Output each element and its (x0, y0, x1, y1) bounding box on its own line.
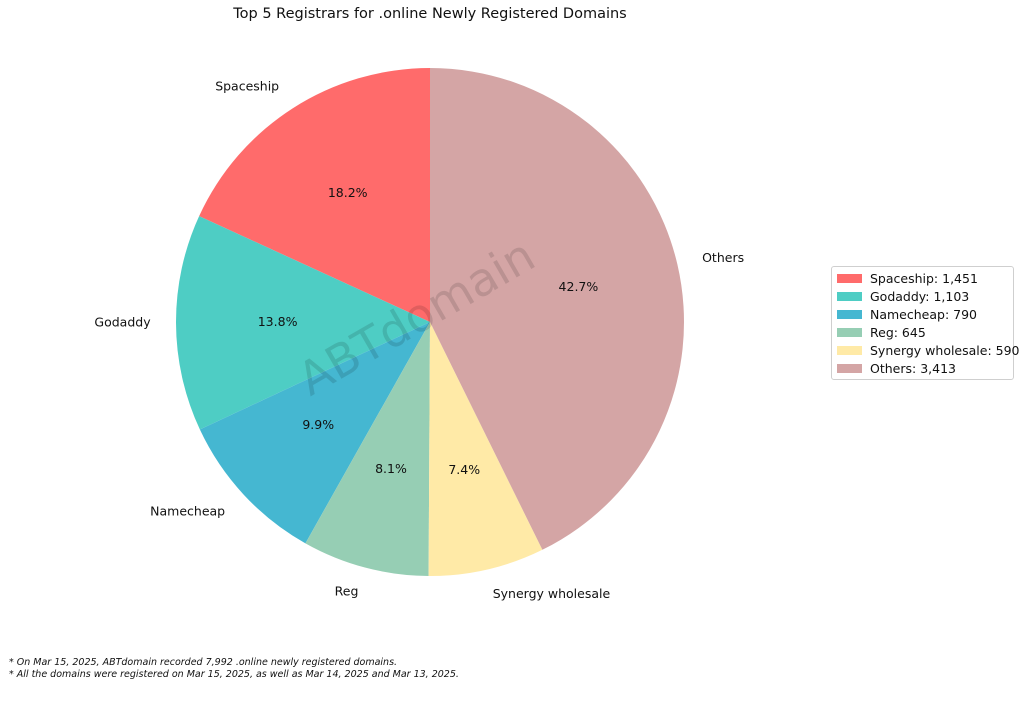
legend-swatch-namecheap (837, 309, 862, 319)
pie-slice-namecheap (199, 322, 430, 544)
legend-label-reg: Reg: 645 (870, 324, 926, 340)
footnote-2: * All the domains were registered on Mar… (9, 669, 459, 680)
legend-swatch-others (837, 363, 862, 373)
legend-item-reg: Reg: 645 (832, 323, 1013, 341)
legend-item-others: Others: 3,413 (832, 359, 1013, 377)
category-label-namecheap: Namecheap (150, 503, 225, 518)
percent-label-namecheap: 9.9% (302, 417, 334, 432)
pie-slice-spaceship (199, 68, 430, 322)
pie-slice-synergy-wholesale (428, 322, 543, 576)
legend-swatch-synergy-wholesale (837, 345, 862, 355)
legend-swatch-spaceship (837, 273, 862, 283)
percent-label-godaddy: 13.8% (258, 314, 298, 329)
category-label-others: Others (702, 250, 744, 265)
pie-slice-reg (305, 322, 430, 576)
category-label-godaddy: Godaddy (94, 314, 151, 329)
percent-label-reg: 8.1% (375, 461, 407, 476)
pie-slice-godaddy (176, 216, 430, 430)
percent-label-others: 42.7% (559, 279, 599, 294)
category-label-reg: Reg (335, 584, 359, 599)
percent-label-spaceship: 18.2% (328, 185, 368, 200)
chart-legend: Spaceship: 1,451 Godaddy: 1,103 Namecheap:… (831, 266, 1020, 380)
legend-label-godaddy: Godaddy: 1,103 (870, 288, 970, 304)
footnote-1: * On Mar 15, 2025, ABTdomain recorded 7,… (9, 657, 398, 668)
footnotes: * On Mar 15, 2025, ABTdomain recorded 7,… (9, 657, 459, 681)
pie-slice-others (430, 68, 684, 550)
chart-title: Top 5 Registrars for .online Newly Regis… (233, 6, 627, 22)
percent-label-synergy-wholesale: 7.4% (448, 462, 480, 477)
legend-item-spaceship: Spaceship: 1,451 (832, 269, 1013, 287)
legend-label-synergy-wholesale: Synergy wholesale: 590 (870, 342, 1020, 358)
legend-label-spaceship: Spaceship: 1,451 (870, 270, 978, 286)
legend-item-namecheap: Namecheap: 790 (832, 305, 1013, 323)
legend-label-others: Others: 3,413 (870, 360, 956, 376)
legend-item-godaddy: Godaddy: 1,103 (832, 287, 1013, 305)
legend-swatch-godaddy (837, 291, 862, 301)
legend-label-namecheap: Namecheap: 790 (870, 306, 978, 322)
legend-item-synergy-wholesale: Synergy wholesale: 590 (832, 341, 1020, 359)
category-label-spaceship: Spaceship (215, 78, 279, 93)
category-label-synergy-wholesale: Synergy wholesale (493, 586, 611, 601)
legend-swatch-reg (837, 327, 862, 337)
